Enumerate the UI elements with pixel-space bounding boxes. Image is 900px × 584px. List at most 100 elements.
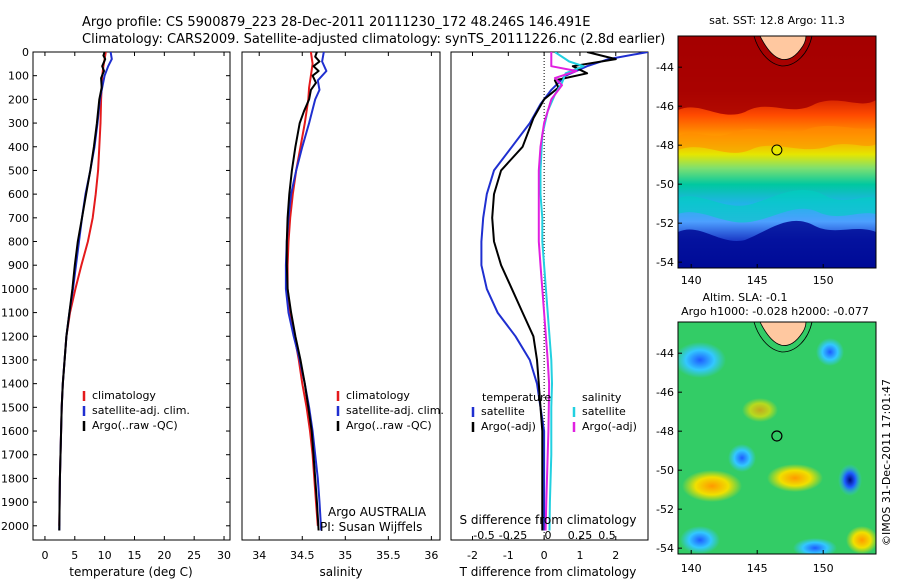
series-line — [539, 52, 585, 531]
legend-label: Argo(..raw -QC) — [92, 419, 178, 432]
s-tick-label: 0 — [545, 529, 552, 542]
x-tick-label: 34.5 — [290, 549, 315, 562]
sst-map: sat. SST: 12.8 Argo: 11.3 140 145 150 -44 -4… — [656, 14, 877, 287]
s-difference-label: S difference from climatology — [460, 513, 637, 527]
sla-cool-eddy — [816, 338, 844, 366]
legend-label: satellite — [481, 405, 525, 418]
map-x-tick-label: 150 — [813, 274, 834, 287]
depth-tick-label: 1100 — [1, 307, 29, 320]
salinity-lines — [284, 52, 328, 531]
series-line — [537, 52, 578, 531]
sla-cool-eddy — [680, 526, 720, 554]
tasmania-land — [759, 36, 807, 60]
sla-warm-eddy — [767, 464, 823, 492]
depth-tick-label: 400 — [8, 141, 29, 154]
x-tick-label: 25 — [187, 549, 201, 562]
sla-map-frame — [677, 321, 877, 555]
sla-map-title: Altim. SLA: -0.1 — [702, 291, 787, 304]
difference-ticks: -2 -1 0 1 2 — [467, 52, 619, 562]
sst-cyan-band — [678, 190, 876, 223]
x-tick-label: 36 — [424, 549, 438, 562]
s-difference-ticks: -0.5 -0.25 0 0.25 0.5 — [473, 529, 615, 542]
series-line — [285, 52, 321, 531]
x-tick-label: 0 — [41, 549, 48, 562]
legend-title: salinity — [582, 391, 622, 404]
x-tick-label: 2 — [612, 549, 619, 562]
sla-warm-eddy — [846, 526, 876, 554]
depth-tick-label: 800 — [8, 236, 29, 249]
legend-label: Argo(-adj) — [582, 420, 637, 433]
map-x-tick-label: 150 — [813, 562, 834, 575]
depth-tick-label: 0 — [22, 46, 29, 59]
x-tick-label: 35.5 — [376, 549, 401, 562]
depth-tick-label: 600 — [8, 188, 29, 201]
x-tick-label: 10 — [98, 549, 112, 562]
series-line — [58, 52, 107, 531]
credit-text: ©IMOS 31-Dec-2011 17:01:47 — [880, 379, 893, 546]
map-y-tick-label: -54 — [656, 542, 674, 555]
x-tick-label: 15 — [127, 549, 141, 562]
map-x-tick-label: 145 — [747, 274, 768, 287]
map-y-tick-label: -48 — [656, 139, 674, 152]
temperature-legend: climatology satellite-adj. clim. Argo(..ra… — [82, 389, 190, 432]
sla-argo-position-marker — [771, 430, 783, 442]
header-line1: Argo profile: CS 5900879_223 28-Dec-2011… — [82, 15, 590, 30]
depth-tick-label: 1900 — [1, 496, 29, 509]
depth-tick-label: 300 — [8, 117, 29, 130]
temperature-xlabel: temperature (deg C) — [69, 565, 192, 579]
map-y-tick-label: -44 — [656, 347, 674, 360]
sst-orange-band — [678, 125, 876, 153]
legend-label: satellite-adj. clim. — [346, 404, 444, 417]
header-line2: Climatology: CARS2009. Satellite-adjuste… — [82, 32, 665, 47]
difference-legend: temperature salinitysatelliteArgo(-adj)sa… — [471, 391, 637, 433]
s-tick-label: -0.5 — [473, 529, 494, 542]
sla-deep-eddy — [838, 464, 862, 496]
sla-map: Altim. SLA: -0.1 Argo h1000: -0.028 h200… — [656, 291, 877, 575]
s-tick-label: 0.5 — [598, 529, 616, 542]
map-y-tick-label: -50 — [656, 464, 674, 477]
temperature-panel: 0100200300400500600700800900100011001200… — [1, 46, 648, 579]
depth-tick-label: 1300 — [1, 354, 29, 367]
tasmania-land — [759, 322, 807, 346]
depth-tick-label: 1800 — [1, 472, 29, 485]
depth-tick-label: 1500 — [1, 401, 29, 414]
difference-axes-box — [450, 51, 649, 541]
sst-warm-front — [678, 36, 876, 115]
depth-tick-label: 700 — [8, 212, 29, 225]
depth-tick-label: 1000 — [1, 283, 29, 296]
salinity-panel: 34 34.5 35 35.5 36 climatology satellite-adj.… — [241, 51, 444, 579]
depth-tick-label: 200 — [8, 93, 29, 106]
salinity-ticks: 34 34.5 35 35.5 36 — [252, 52, 438, 562]
sla-warm-eddy — [682, 470, 742, 502]
sla-map-ticks: 140 145 150 -44 -46 -48 -50 -52 -54 — [656, 347, 834, 575]
legend-label: satellite — [582, 405, 626, 418]
sst-cold-tongue — [678, 220, 876, 268]
sst-argo-position-marker — [771, 144, 783, 156]
legend-label: Argo(..raw -QC) — [346, 419, 432, 432]
sst-land-contour — [753, 36, 813, 67]
salinity-xlabel: salinity — [319, 565, 362, 579]
sla-land-contour — [753, 322, 813, 353]
legend-label: climatology — [92, 389, 156, 402]
depth-tick-label: 1400 — [1, 378, 29, 391]
map-x-tick-label: 140 — [681, 562, 702, 575]
depth-tick-label: 2000 — [1, 520, 29, 533]
map-y-tick-label: -52 — [656, 217, 674, 230]
sla-cool-eddy — [678, 342, 726, 378]
sla-map-subtitle: Argo h1000: -0.028 h2000: -0.077 — [681, 305, 869, 318]
salinity-legend: climatology satellite-adj. clim. Argo(..ra… — [336, 389, 444, 432]
difference-lines — [480, 52, 648, 531]
map-x-tick-label: 140 — [681, 274, 702, 287]
map-y-tick-label: -44 — [656, 61, 674, 74]
depth-tick-label: 100 — [8, 70, 29, 83]
salinity-axes-box — [241, 51, 441, 541]
map-y-tick-label: -46 — [656, 100, 674, 113]
map-x-tick-label: 145 — [747, 562, 768, 575]
depth-tick-label: 1200 — [1, 330, 29, 343]
temperature-lines — [58, 52, 113, 531]
t-difference-label: T difference from climatology — [459, 565, 637, 579]
sla-cool-eddy — [793, 538, 837, 554]
legend-label: climatology — [346, 389, 410, 402]
legend-label: satellite-adj. clim. — [92, 404, 190, 417]
